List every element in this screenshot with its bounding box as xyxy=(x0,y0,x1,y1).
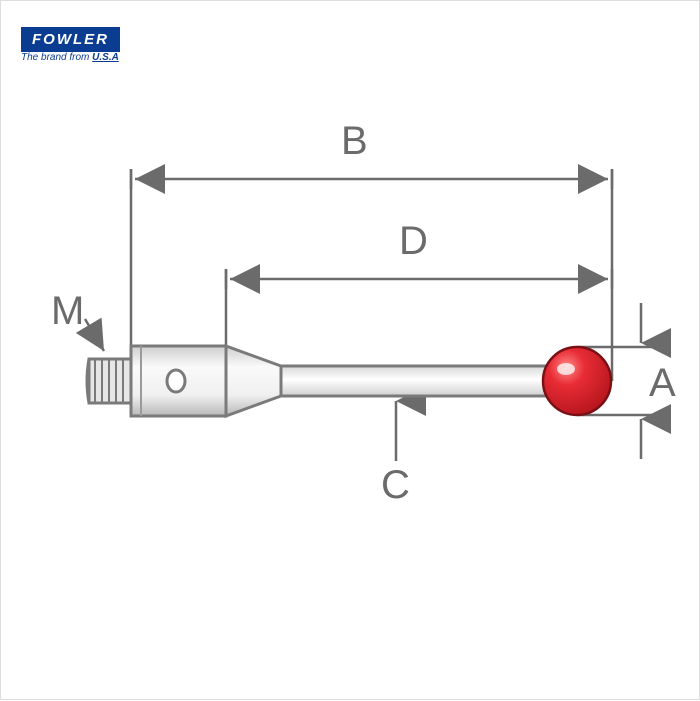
probe-diagram xyxy=(1,1,700,701)
holder-body xyxy=(131,346,226,416)
ruby-ball xyxy=(543,347,611,415)
ball-highlight xyxy=(557,363,575,375)
stem xyxy=(281,366,559,396)
taper-section xyxy=(226,346,281,416)
thread-section xyxy=(87,359,131,403)
frame: FOWLER The brand from U.S.A B D M C A xyxy=(0,0,700,700)
leader-m xyxy=(85,319,104,351)
